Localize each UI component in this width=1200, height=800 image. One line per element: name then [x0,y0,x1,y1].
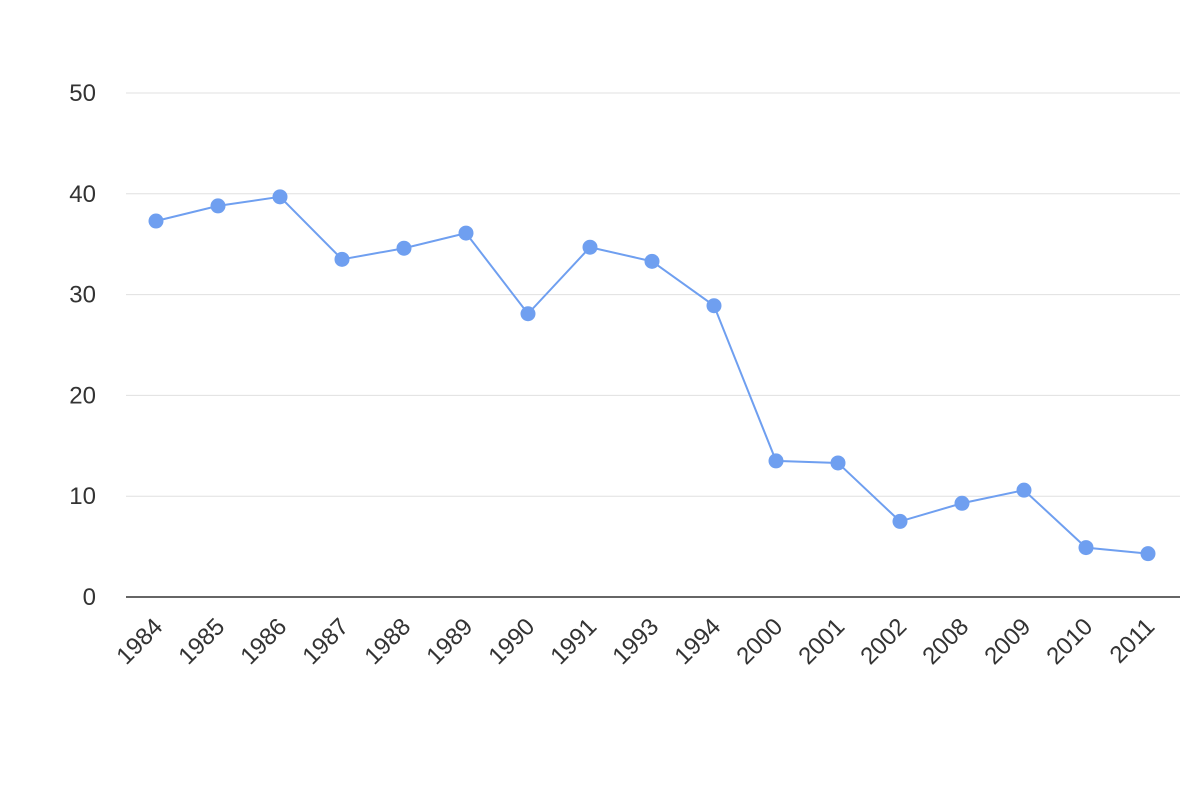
series-line [155,195,1149,555]
x-tick-label: 1989 [421,613,478,670]
x-tick-label: 2001 [793,613,850,670]
grid-lines [126,92,1180,497]
y-tick-label: 40 [69,181,96,208]
x-tick-label: 1986 [235,613,292,670]
data-point [830,455,846,471]
data-point [1078,540,1094,556]
x-tick-label: 1984 [111,613,168,670]
x-tick-label: 2002 [855,613,912,670]
data-point [1140,546,1156,562]
data-point [954,495,970,511]
data-point [706,298,722,314]
data-point [334,251,350,267]
x-tick-label: 2000 [731,613,788,670]
y-tick-label: 10 [69,483,96,510]
x-tick-label: 2009 [979,613,1036,670]
data-point [768,453,784,469]
data-point [582,239,598,255]
data-point [458,225,474,241]
data-point [644,253,660,269]
x-tick-label: 1987 [297,613,354,670]
x-tick-label: 2010 [1041,613,1098,670]
x-tick-label: 1990 [483,613,540,670]
y-tick-label: 0 [83,584,96,611]
y-tick-label: 20 [69,382,96,409]
series-group [148,189,1156,562]
data-point [210,198,226,214]
data-point [148,213,164,229]
data-point [396,240,412,256]
data-point [892,513,908,529]
y-tick-label: 50 [69,80,96,107]
data-point [272,189,288,205]
x-tick-label: 1991 [545,613,602,670]
data-point [520,306,536,322]
x-tick-label: 1985 [173,613,230,670]
y-axis-ticks: 0 10 20 30 40 50 [69,80,96,611]
x-tick-label: 2011 [1105,613,1161,669]
x-tick-label: 1993 [607,613,664,670]
x-axis-ticks: 1984 1985 1986 1987 1988 1989 1990 1991 1993 1994… [111,613,1160,670]
data-point [1016,482,1032,498]
y-tick-label: 30 [69,282,96,309]
x-tick-label: 1988 [359,613,416,670]
x-tick-label: 2008 [917,613,974,670]
x-tick-label: 1994 [669,613,726,670]
